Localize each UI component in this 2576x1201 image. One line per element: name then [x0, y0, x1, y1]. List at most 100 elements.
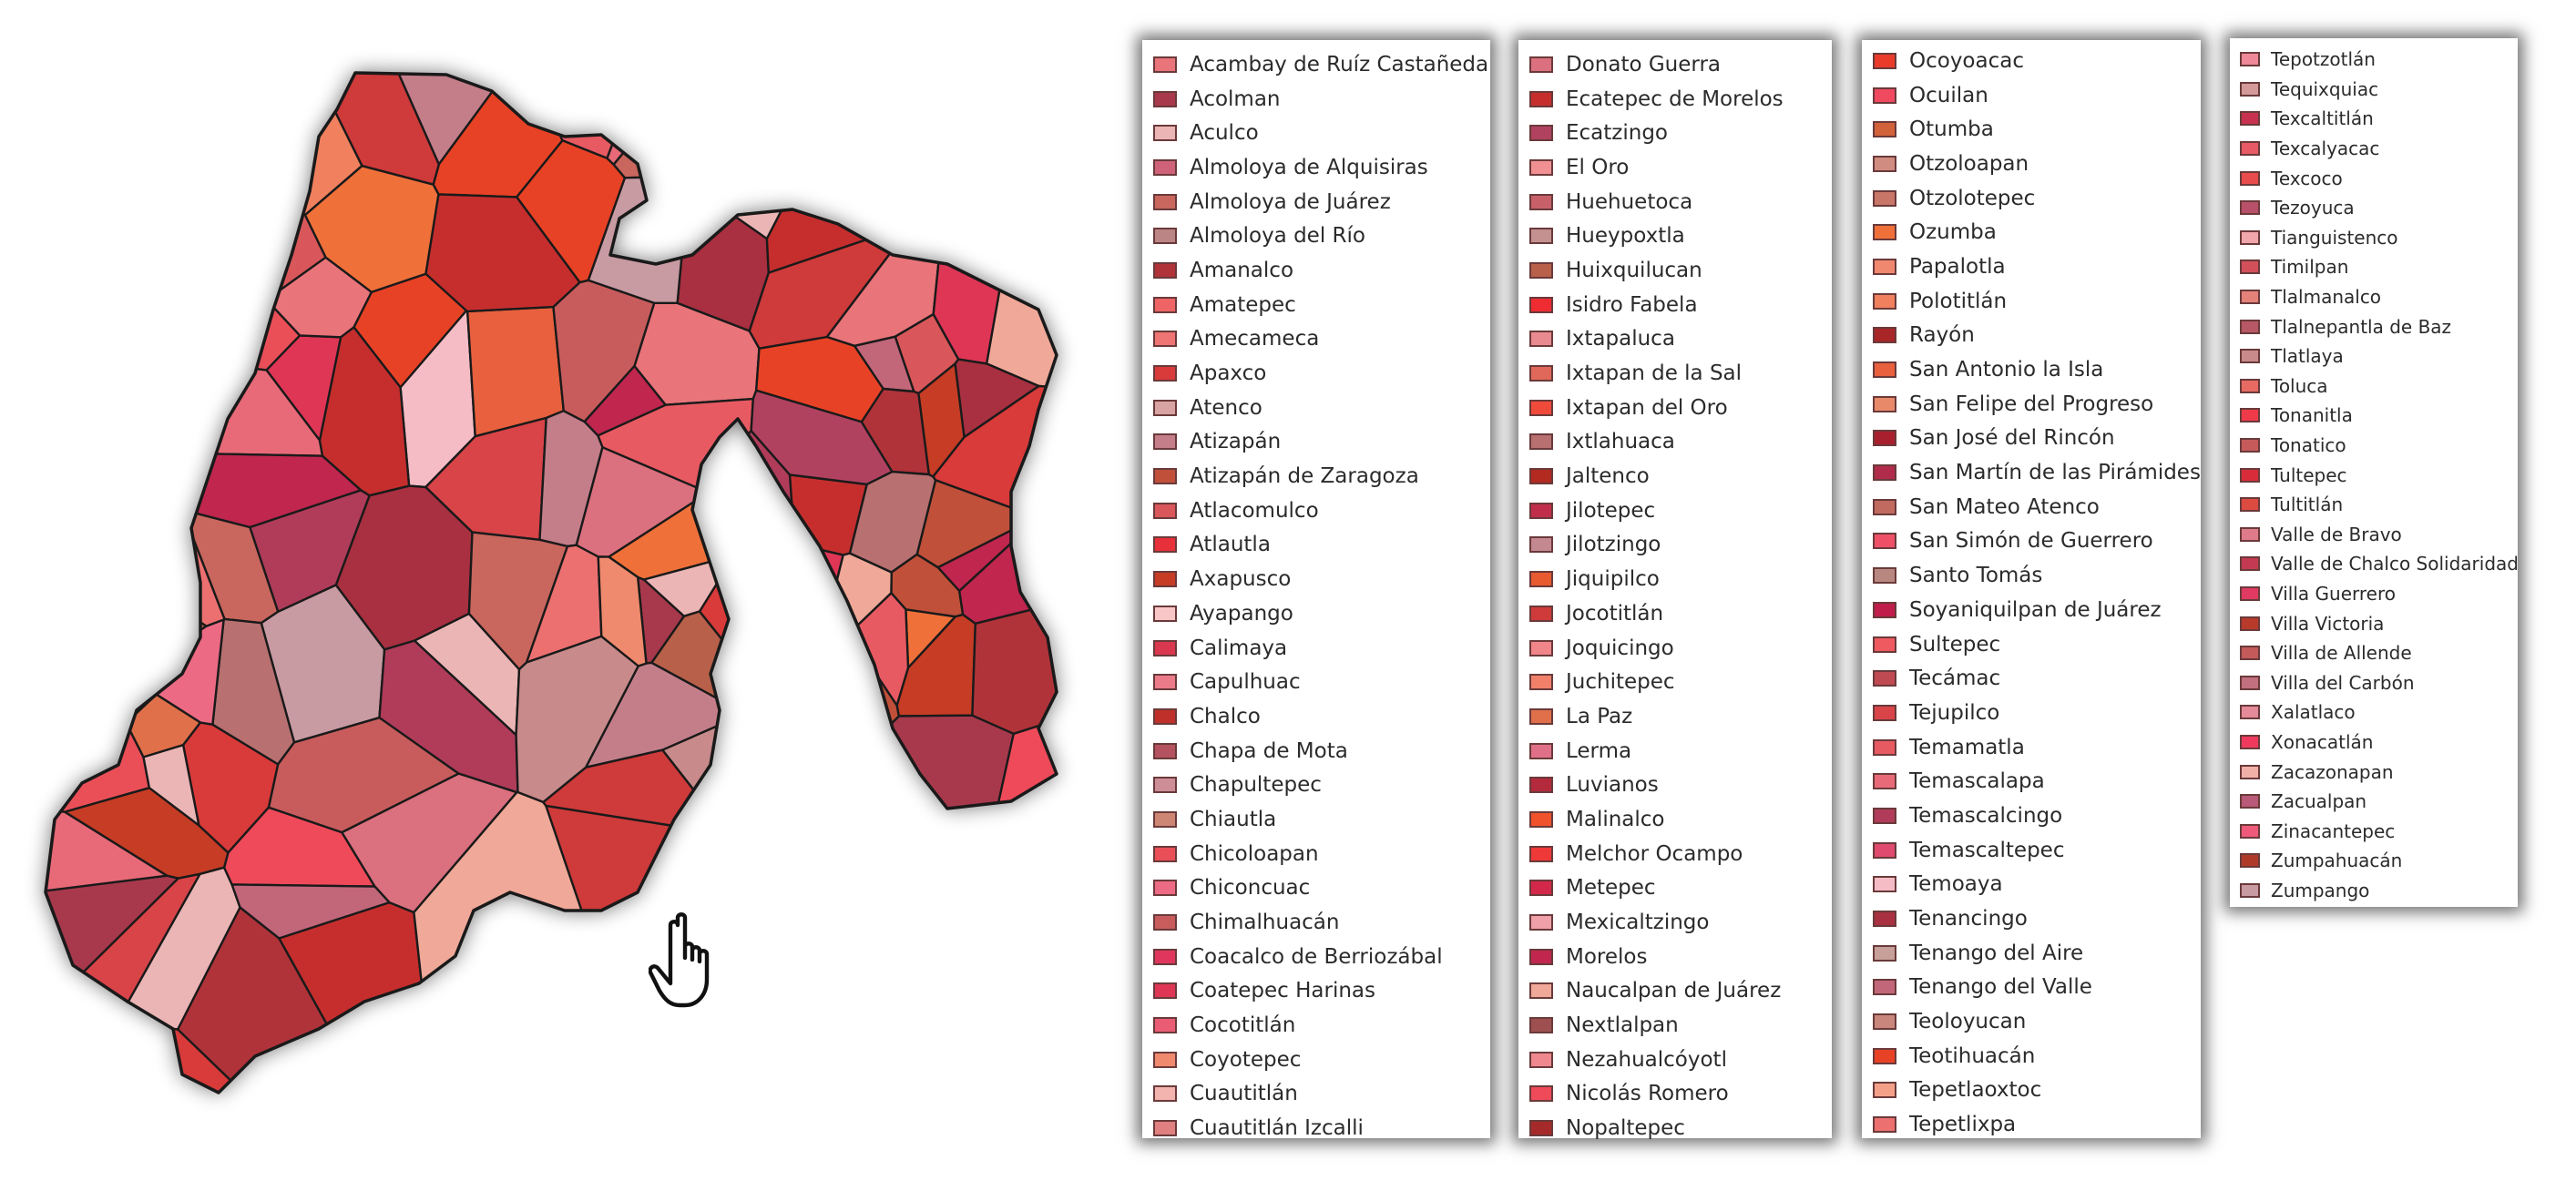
municipality-region[interactable] — [612, 110, 709, 179]
municipality-region[interactable] — [932, 384, 1111, 524]
legend-swatch — [1153, 296, 1177, 313]
legend-swatch — [1529, 90, 1553, 107]
municipality-region[interactable] — [772, 108, 864, 182]
municipality-region[interactable] — [45, 315, 188, 386]
municipality-region[interactable] — [971, 588, 1111, 735]
municipality-region[interactable] — [0, 331, 93, 460]
legend-label: Atizapán de Zaragoza — [1190, 464, 1419, 489]
legend-label: Tlatlaya — [2271, 345, 2344, 368]
municipality-region[interactable] — [606, 85, 659, 166]
legend-label: Nicolás Romero — [1566, 1082, 1729, 1106]
legend-item: Tenancingo — [1873, 901, 2190, 936]
municipality-region[interactable] — [799, 997, 914, 1147]
municipality-region[interactable] — [174, 301, 253, 377]
municipality-region[interactable] — [991, 50, 1111, 171]
legend-label: Tepetlixpa — [1909, 1113, 2017, 1137]
municipality-region[interactable] — [115, 18, 301, 198]
legend-label: Xonacatlán — [2271, 730, 2374, 753]
municipality-region[interactable] — [605, 18, 743, 96]
legend-label: Tlalnepantla de Baz — [2271, 315, 2452, 338]
municipality-region[interactable] — [716, 113, 810, 194]
municipality-region[interactable] — [230, 883, 391, 940]
legend-swatch — [1529, 1051, 1553, 1068]
municipality-region[interactable] — [180, 223, 263, 312]
municipality-region[interactable] — [852, 714, 1016, 843]
legend-swatch — [1153, 158, 1177, 176]
legend-swatch — [2240, 675, 2260, 690]
legend-item: Villa de Allende — [2240, 638, 2508, 668]
legend-item: Soyaniquilpan de Juárez — [1873, 593, 2190, 627]
legend-swatch — [1153, 605, 1177, 622]
legend-item: Ocuilan — [1873, 78, 2190, 113]
legend-item: San Martín de las Pirámides — [1873, 455, 2201, 490]
municipality-region[interactable] — [62, 185, 185, 323]
municipality-region[interactable] — [956, 863, 1060, 946]
municipality-region[interactable] — [884, 865, 969, 950]
legend-label: Jaltenco — [1566, 464, 1650, 489]
legend-swatch — [1529, 914, 1553, 931]
municipality-region[interactable] — [985, 250, 1111, 392]
municipality-region[interactable] — [723, 626, 823, 759]
municipality-region[interactable] — [515, 635, 639, 804]
municipality-region[interactable] — [848, 592, 910, 707]
municipality-region[interactable] — [763, 809, 898, 983]
municipality-region[interactable] — [667, 138, 739, 219]
municipality-region[interactable] — [516, 139, 627, 284]
municipality-region[interactable] — [18, 472, 168, 617]
municipality-region[interactable] — [700, 18, 816, 144]
municipality-region[interactable] — [928, 938, 997, 1012]
municipality-region[interactable] — [718, 757, 846, 941]
municipality-region[interactable] — [68, 1078, 142, 1147]
legend-swatch — [1153, 125, 1177, 142]
legend-item: Villa del Carbón — [2240, 667, 2508, 697]
legend-swatch — [1153, 433, 1177, 451]
municipality-region[interactable] — [980, 928, 1111, 1053]
municipality-region[interactable] — [762, 543, 844, 633]
municipality-region[interactable] — [318, 326, 411, 497]
municipality-region[interactable] — [774, 18, 910, 161]
legend-swatch — [1153, 845, 1177, 862]
municipality-region[interactable] — [898, 18, 1111, 147]
municipality-region[interactable] — [983, 164, 1111, 310]
municipality-region[interactable] — [815, 909, 955, 1008]
legend-label: San Simón de Guerrero — [1909, 529, 2153, 554]
municipality-region[interactable] — [953, 1004, 1111, 1147]
municipality-region[interactable] — [542, 1055, 600, 1147]
legend-item: Villa Guerrero — [2240, 579, 2508, 609]
municipality-region[interactable] — [64, 787, 230, 880]
municipality-region[interactable] — [175, 188, 269, 302]
municipality-region[interactable] — [0, 432, 101, 513]
municipality-region[interactable] — [474, 924, 603, 1071]
legend-swatch — [1529, 536, 1553, 554]
municipality-region[interactable] — [848, 982, 970, 1056]
municipality-region[interactable] — [856, 58, 1002, 257]
municipality-region[interactable] — [632, 68, 706, 133]
legend-label: Villa Guerrero — [2271, 582, 2396, 605]
legend-item: Joquicingo — [1529, 631, 1821, 666]
municipality-region[interactable] — [583, 364, 667, 437]
legend-label: Atlautla — [1190, 533, 1271, 557]
municipality-region[interactable] — [190, 28, 312, 211]
legend-label: Luvianos — [1566, 773, 1659, 798]
municipality-region[interactable] — [0, 128, 140, 341]
legend-swatch — [1153, 331, 1177, 348]
legend-swatch — [2240, 319, 2260, 334]
municipality-region[interactable] — [885, 1042, 1046, 1147]
municipality-region[interactable] — [584, 1065, 698, 1147]
municipality-region[interactable] — [890, 553, 965, 618]
legend-item: Amanalco — [1153, 253, 1479, 288]
municipality-region[interactable] — [72, 371, 148, 478]
legend-label: La Paz — [1566, 704, 1633, 728]
municipality-region[interactable] — [56, 564, 208, 656]
municipality-region[interactable] — [0, 461, 62, 626]
municipality-region[interactable] — [303, 164, 440, 293]
municipality-region[interactable] — [0, 18, 165, 167]
municipality-region[interactable] — [0, 995, 132, 1147]
municipality-region[interactable] — [336, 1011, 548, 1147]
legend-swatch — [1153, 1017, 1177, 1034]
municipality-region[interactable] — [267, 717, 460, 834]
municipality-region[interactable] — [110, 355, 209, 489]
municipality-region[interactable] — [957, 820, 1111, 937]
municipality-region[interactable] — [0, 606, 165, 725]
legend-item: San Felipe del Progreso — [1873, 387, 2190, 422]
